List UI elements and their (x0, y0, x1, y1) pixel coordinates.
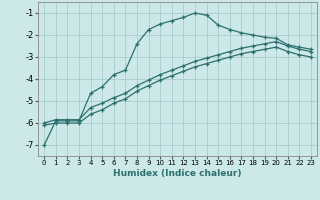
X-axis label: Humidex (Indice chaleur): Humidex (Indice chaleur) (113, 169, 242, 178)
